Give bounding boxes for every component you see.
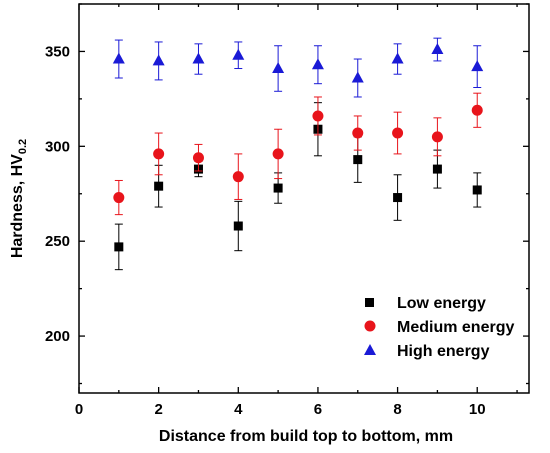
data-point-square — [432, 164, 442, 174]
data-point-circle — [192, 152, 204, 164]
data-point-circle — [232, 171, 244, 183]
data-point-triangle — [351, 71, 364, 83]
x-tick-label: 0 — [75, 401, 83, 418]
data-point-circle — [153, 148, 165, 160]
x-axis-title: Distance from build top to bottom, mm — [159, 428, 453, 445]
data-point-triangle — [112, 52, 125, 64]
data-point-square — [472, 185, 482, 195]
legend-label-high: High energy — [397, 343, 490, 360]
data-point-square — [114, 242, 124, 252]
data-points — [112, 37, 484, 271]
series-low-energy — [114, 102, 482, 271]
data-point-triangle — [272, 62, 285, 74]
data-point-triangle — [391, 52, 404, 64]
data-point-circle — [431, 131, 443, 143]
data-point-triangle — [192, 52, 205, 64]
data-point-triangle — [311, 58, 324, 70]
data-point-square — [233, 221, 243, 231]
legend-label-medium: Medium energy — [397, 319, 514, 336]
svg-text:Hardness, HV0.2: Hardness, HV0.2 — [9, 139, 29, 258]
data-point-circle — [113, 192, 125, 204]
x-tick-label: 2 — [154, 401, 162, 418]
y-axis-title: Hardness, HV0.2 — [9, 139, 29, 258]
data-point-square — [273, 183, 283, 193]
y-axis-title-sub: 0.2 — [17, 139, 29, 154]
x-tick-label: 10 — [469, 401, 486, 418]
data-point-triangle — [152, 54, 165, 66]
data-point-triangle — [232, 48, 245, 60]
data-point-circle — [272, 148, 284, 160]
data-point-circle — [471, 104, 483, 116]
legend: Low energy Medium energy High energy — [364, 295, 514, 360]
x-tick-label: 6 — [314, 401, 322, 418]
legend-circle-marker — [364, 320, 376, 332]
data-point-triangle — [431, 43, 444, 55]
y-tick-label: 200 — [45, 328, 70, 345]
plot-frame — [78, 3, 530, 394]
legend-item-medium-energy: Medium energy — [364, 319, 514, 336]
y-tick-label: 250 — [45, 233, 70, 250]
y-tick-label: 350 — [45, 43, 70, 60]
data-point-circle — [392, 127, 404, 139]
series-high-energy — [112, 37, 484, 98]
series-medium-energy — [113, 92, 483, 216]
tick-labels: 0 2 4 6 8 10 200 250 300 350 — [45, 43, 486, 418]
data-point-square — [393, 193, 403, 203]
legend-square-marker — [365, 298, 374, 307]
data-point-square — [353, 155, 363, 165]
legend-item-low-energy: Low energy — [365, 295, 486, 312]
legend-triangle-marker — [364, 344, 376, 355]
y-tick-label: 300 — [45, 138, 70, 155]
data-point-triangle — [471, 60, 484, 72]
legend-item-high-energy: High energy — [364, 343, 490, 360]
data-point-circle — [352, 127, 364, 139]
x-tick-label: 8 — [393, 401, 401, 418]
data-point-circle — [312, 110, 324, 122]
legend-label-low: Low energy — [397, 295, 486, 312]
x-tick-label: 4 — [234, 401, 243, 418]
data-point-square — [154, 181, 164, 191]
y-axis-title-main: Hardness, HV — [9, 154, 26, 258]
